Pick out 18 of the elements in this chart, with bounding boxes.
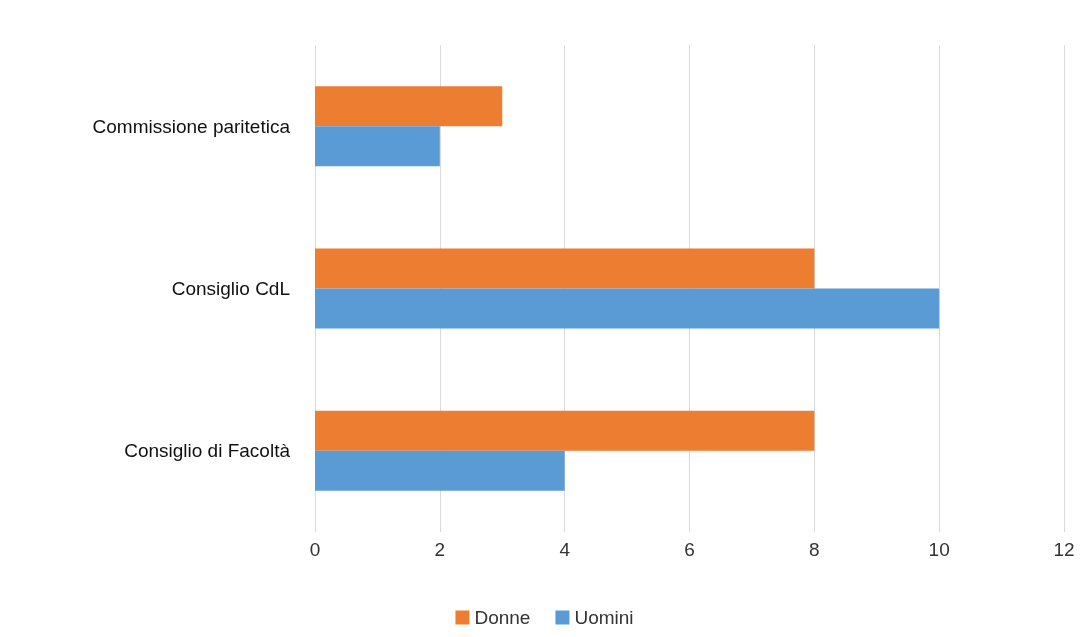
bar [315,126,440,167]
bar [315,248,815,289]
bar [315,86,503,127]
x-tick-label: 12 [1053,539,1075,560]
y-tick-label: Consiglio di Facoltà [124,440,291,462]
x-tick-label: 10 [928,539,950,560]
x-tick-label: 2 [434,539,446,560]
bar [315,410,815,451]
x-tick-label: 6 [684,539,695,560]
legend-label: Uomini [574,607,634,628]
x-tick-label: 8 [809,539,820,560]
x-tick-label: 4 [559,539,571,560]
x-tick-label: 0 [309,539,321,560]
bar [315,450,565,491]
bar [315,288,940,329]
y-tick-label: Commissione paritetica [92,115,291,137]
y-tick-label: Consiglio CdL [171,278,290,299]
legend-label: Donne [474,607,531,628]
